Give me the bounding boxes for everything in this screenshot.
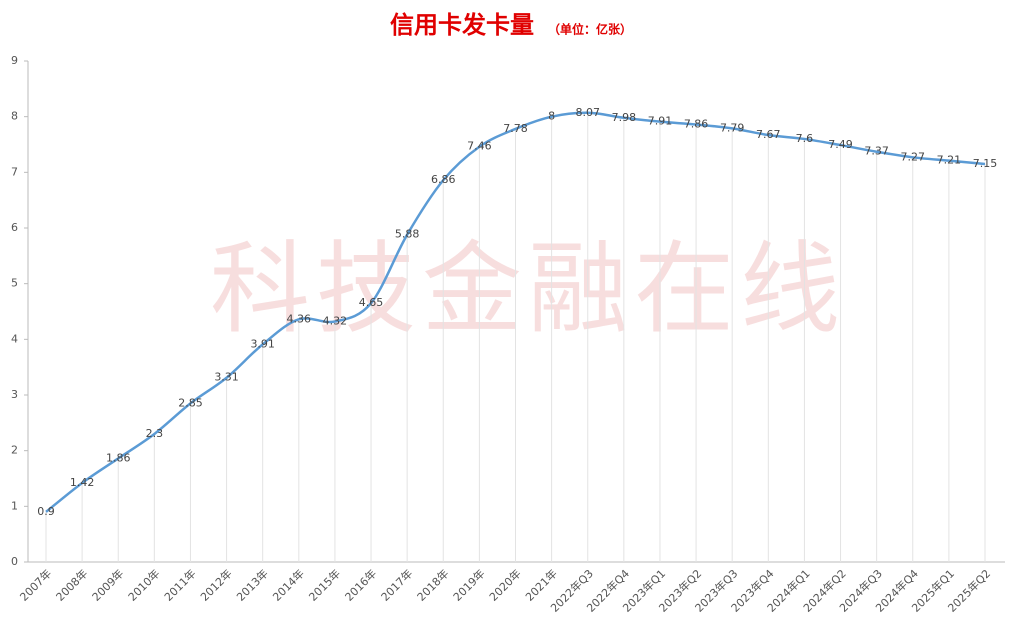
data-label: 1.42 [70, 476, 95, 489]
x-tick-label: 2015年 [306, 566, 343, 603]
chart-subtitle: （单位：亿张） [548, 22, 632, 37]
data-label: 0.9 [37, 505, 55, 518]
y-tick-label: 9 [11, 54, 18, 67]
data-label: 7.78 [503, 122, 528, 135]
data-label: 2.3 [146, 427, 164, 440]
data-label: 4.65 [359, 296, 384, 309]
y-tick-label: 3 [11, 388, 18, 401]
data-label: 2.85 [178, 396, 203, 409]
y-tick-label: 7 [11, 165, 18, 178]
watermark: 科技金融在线 [210, 230, 846, 347]
data-label: 7.79 [720, 121, 745, 134]
y-tick-label: 4 [11, 332, 18, 345]
data-label: 7.46 [467, 140, 492, 153]
data-label: 7.86 [684, 117, 709, 130]
x-tick-label: 2009年 [89, 566, 126, 603]
data-label: 3.31 [214, 371, 239, 384]
data-label: 7.49 [828, 138, 853, 151]
y-tick-label: 0 [11, 555, 18, 568]
data-label: 7.21 [937, 154, 962, 167]
data-label: 7.98 [612, 111, 637, 124]
x-tick-label: 2007年 [17, 566, 54, 603]
data-label: 8.07 [575, 106, 600, 119]
x-tick-label: 2019年 [450, 566, 487, 603]
x-tick-label: 2012年 [197, 566, 234, 603]
x-tick-label: 2021年 [522, 566, 559, 603]
y-tick-label: 6 [11, 221, 18, 234]
data-label: 5.88 [395, 228, 420, 241]
data-label: 8 [548, 110, 555, 123]
y-tick-label: 2 [11, 444, 18, 457]
y-tick-label: 5 [11, 277, 18, 290]
data-label: 7.27 [901, 150, 926, 163]
x-tick-label: 2016年 [342, 566, 379, 603]
data-label: 4.32 [323, 315, 348, 328]
data-label: 7.91 [648, 115, 673, 128]
x-tick-label: 2008年 [53, 566, 90, 603]
x-tick-label: 2013年 [233, 566, 270, 603]
chart-title: 信用卡发卡量 [390, 11, 534, 39]
x-tick-label: 2020年 [486, 566, 523, 603]
data-label: 7.6 [796, 132, 814, 145]
y-tick-label: 8 [11, 110, 18, 123]
data-label: 3.91 [250, 337, 275, 350]
data-label: 6.86 [431, 173, 456, 186]
data-label: 4.36 [287, 312, 312, 325]
x-tick-label: 2014年 [270, 566, 307, 603]
x-tick-label: 2017年 [378, 566, 415, 603]
data-label: 1.86 [106, 451, 131, 464]
y-tick-label: 1 [11, 499, 18, 512]
x-tick-label: 2010年 [125, 566, 162, 603]
x-tick-label: 2018年 [414, 566, 451, 603]
x-tick-label: 2011年 [161, 566, 198, 603]
data-label: 7.67 [756, 128, 781, 141]
line [45, 111, 986, 513]
data-label: 7.37 [864, 145, 889, 158]
data-label: 7.15 [973, 157, 998, 170]
